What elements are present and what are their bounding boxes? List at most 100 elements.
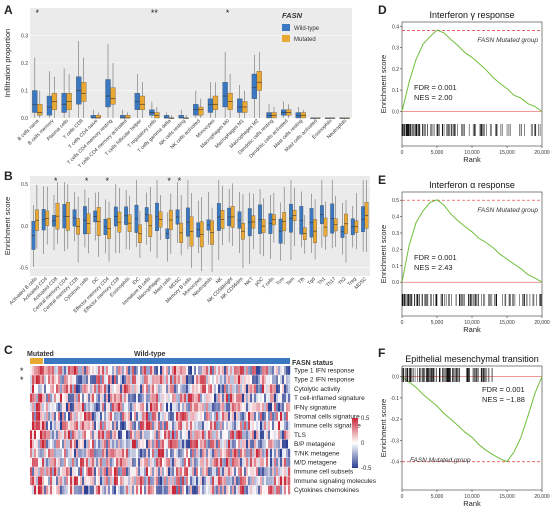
heatmap-cell: [116, 439, 119, 449]
heatmap-cell: [108, 384, 111, 394]
heatmap-cell: [200, 421, 203, 430]
heatmap-cell: [176, 402, 179, 412]
heatmap-cell: [196, 421, 199, 430]
heatmap-cell: [194, 467, 197, 476]
heatmap-cell: [156, 384, 159, 394]
heatmap-group-wild: Wild-type: [134, 351, 166, 358]
heatmap-cell: [288, 485, 291, 495]
heatmap-cell: [286, 421, 289, 430]
heatmap-cell: [198, 430, 201, 440]
heatmap-cell: [288, 430, 291, 440]
heatmap-cell: [222, 439, 225, 449]
heatmap-cell: [256, 366, 259, 375]
heatmap-cell: [124, 421, 127, 430]
heatmap-cell: [74, 402, 77, 412]
heatmap-cell: [224, 421, 227, 430]
heatmap-cell: [78, 476, 81, 486]
heatmap-cell: [130, 393, 133, 403]
heatmap-cell: [174, 476, 177, 486]
heatmap-cell: [44, 439, 47, 449]
heatmap-cell: [118, 439, 121, 449]
a-box: [95, 115, 101, 119]
heatmap-cell: [222, 421, 225, 430]
heatmap-cell: [246, 421, 249, 430]
heatmap-cell: [36, 467, 39, 476]
heatmap-cell: [280, 458, 283, 467]
heatmap-cell: [196, 476, 199, 486]
a-box: [105, 79, 111, 108]
heatmap-cell: [46, 485, 49, 495]
e-ytick-3: 0.3: [392, 231, 399, 237]
a-box: [124, 115, 131, 119]
heatmap-cell: [196, 458, 199, 467]
heatmap-row-star-0: *: [20, 366, 24, 376]
heatmap-cell: [122, 393, 125, 403]
heatmap-cell: [66, 458, 69, 467]
heatmap-cell: [240, 467, 243, 476]
heatmap-cell: [118, 476, 121, 486]
heatmap-cell: [64, 375, 67, 384]
heatmap-cell: [68, 430, 71, 440]
heatmap-cell: [54, 485, 57, 495]
heatmap-cell: [100, 439, 103, 449]
heatmap-cell: [64, 439, 67, 449]
heatmap-cell: [44, 421, 47, 430]
heatmap-cell: [106, 366, 109, 375]
heatmap-cell: [158, 421, 161, 430]
heatmap-cell: [274, 448, 277, 458]
heatmap-cell: [140, 375, 143, 384]
heatmap-cell: [32, 402, 35, 412]
heatmap-cell: [172, 430, 175, 440]
heatmap-cell: [180, 421, 183, 430]
heatmap-cell: [278, 393, 281, 403]
heatmap-cell: [284, 402, 287, 412]
heatmap-cell: [284, 439, 287, 449]
heatmap-cell: [128, 476, 131, 486]
heatmap-cell: [38, 467, 41, 476]
heatmap-cell: [148, 467, 151, 476]
heatmap-cell: [110, 421, 113, 430]
heatmap-cell: [164, 375, 167, 384]
heatmap-cell: [238, 476, 241, 486]
heatmap-cell: [284, 430, 287, 440]
heatmap-cell: [164, 412, 167, 421]
heatmap-cell: [126, 402, 129, 412]
heatmap-cell: [276, 393, 279, 403]
heatmap-cell: [112, 430, 115, 440]
heatmap-cell: [190, 476, 193, 486]
heatmap-cell: [96, 476, 99, 486]
heatmap-cell: [176, 439, 179, 449]
heatmap-cell: [188, 458, 191, 467]
heatmap-cell: [212, 476, 215, 486]
heatmap-cell: [180, 448, 183, 458]
heatmap-cell: [106, 412, 109, 421]
heatmap-cell: [278, 467, 281, 476]
f-xtick-2: 10,000: [464, 494, 480, 500]
panel-label-d: D: [378, 3, 387, 17]
heatmap-cell: [200, 485, 203, 495]
heatmap-cell: [210, 439, 213, 449]
heatmap-cell: [130, 402, 133, 412]
d-group-label: FASN Mutated group: [477, 37, 538, 44]
heatmap-cell: [252, 430, 255, 440]
heatmap-cell: [40, 375, 43, 384]
heatmap-cell: [182, 430, 185, 440]
heatmap-cell: [182, 448, 185, 458]
heatmap-cell: [168, 384, 171, 394]
heatmap-cell: [186, 430, 189, 440]
heatmap-cell: [166, 467, 169, 476]
heatmap-cell: [82, 448, 85, 458]
heatmap-cell: [84, 430, 87, 440]
heatmap-cell: [120, 375, 123, 384]
heatmap-cell: [92, 384, 95, 394]
heatmap-cell: [116, 448, 119, 458]
heatmap-cell: [156, 393, 159, 403]
heatmap-cell: [276, 485, 279, 495]
b-xtick-6: DC: [91, 276, 101, 286]
heatmap-cell: [130, 476, 133, 486]
heatmap-cell: [78, 458, 81, 467]
heatmap-cell: [252, 476, 255, 486]
heatmap-cell: [198, 402, 201, 412]
heatmap-cell: [198, 439, 201, 449]
heatmap-row-label-10: M/D metagene: [294, 460, 337, 467]
